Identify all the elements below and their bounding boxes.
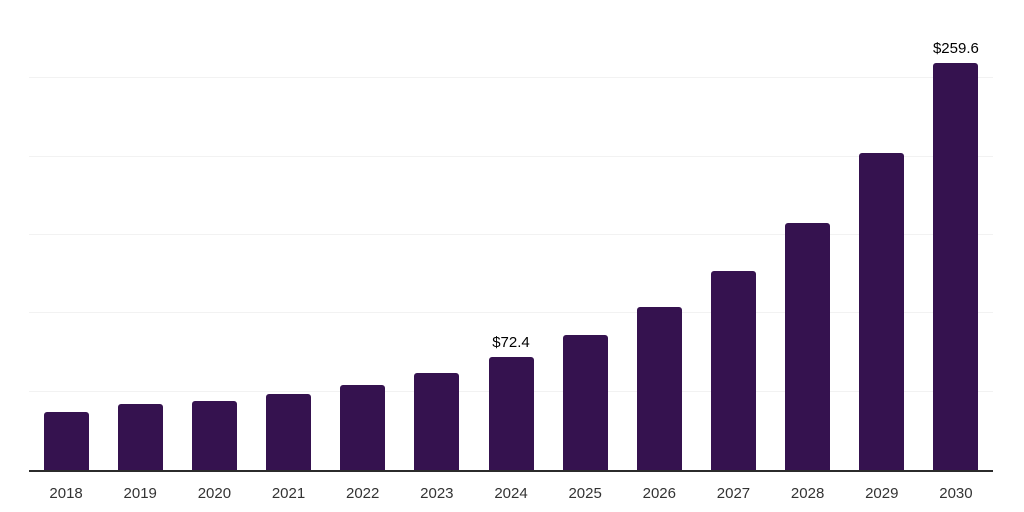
data-label-2024: $72.4 bbox=[492, 333, 530, 351]
x-tick-2028: 2028 bbox=[790, 485, 825, 502]
bar-2028 bbox=[785, 222, 831, 470]
bar-2024 bbox=[488, 356, 534, 470]
x-tick-2029: 2029 bbox=[865, 485, 899, 502]
x-tick-2021: 2021 bbox=[271, 485, 306, 502]
bar-2027 bbox=[710, 271, 756, 470]
bar-2025 bbox=[562, 334, 608, 470]
bar-2030 bbox=[933, 63, 979, 470]
x-tick-2019: 2019 bbox=[123, 485, 157, 502]
bar-2019 bbox=[117, 404, 163, 470]
gridline-200 bbox=[29, 155, 993, 157]
x-tick-2026: 2026 bbox=[642, 485, 676, 502]
bar-2026 bbox=[636, 307, 682, 470]
bar-2029 bbox=[859, 153, 905, 470]
bar-2020 bbox=[191, 401, 237, 470]
x-tick-2025: 2025 bbox=[568, 485, 602, 502]
x-tick-2018: 2018 bbox=[49, 485, 83, 502]
plot-area: $72.4 $259.6 bbox=[29, 0, 993, 472]
data-label-2030: $259.6 bbox=[932, 40, 979, 58]
gridline-150 bbox=[29, 234, 993, 235]
x-axis-line bbox=[29, 470, 993, 472]
gridline-250 bbox=[29, 77, 993, 79]
x-tick-2022: 2022 bbox=[346, 485, 380, 502]
x-tick-2027: 2027 bbox=[716, 485, 751, 502]
x-tick-2030: 2030 bbox=[939, 485, 973, 502]
x-tick-2020: 2020 bbox=[197, 485, 232, 502]
bar-2023 bbox=[414, 372, 460, 470]
bar-2021 bbox=[266, 394, 312, 470]
bar-2022 bbox=[340, 385, 386, 470]
x-tick-2024: 2024 bbox=[494, 485, 528, 502]
x-axis-labels: 2018 2019 2020 2021 2022 2023 2024 2025 2026 2027… bbox=[29, 484, 993, 506]
bar-2018 bbox=[43, 412, 89, 470]
x-tick-2023: 2023 bbox=[420, 485, 454, 502]
gridline-100 bbox=[29, 312, 993, 314]
